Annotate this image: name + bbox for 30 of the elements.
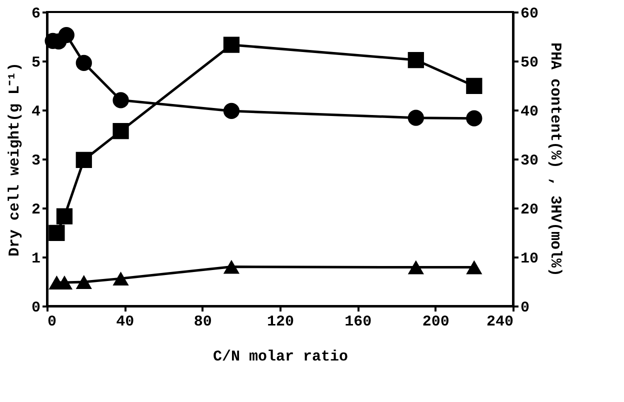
x-tick-label: 160 xyxy=(344,314,372,330)
x-tick-label: 120 xyxy=(266,314,294,330)
y2-tick-label: 20 xyxy=(520,202,539,218)
point xyxy=(112,92,129,108)
x-tick-label: 240 xyxy=(486,314,514,330)
y-tick-label: 2 xyxy=(31,202,40,218)
y-tick-label: 0 xyxy=(31,300,40,316)
y2-tick-label: 60 xyxy=(520,6,539,22)
x-axis-title: C/N molar ratio xyxy=(212,348,348,366)
y-axis-title: Dry cell weight(g L⁻¹) xyxy=(6,62,24,257)
x-tick-label: 40 xyxy=(116,314,134,330)
y-tick-label: 5 xyxy=(31,54,40,72)
x-tick-label: 80 xyxy=(194,314,212,330)
y2-tick-label: 10 xyxy=(520,250,539,268)
y-tick-label: 6 xyxy=(31,6,40,22)
point xyxy=(58,26,74,44)
y2-tick-label: 30 xyxy=(520,152,539,170)
y2-axis-title: PHA content(%) , 3HV(mol%) xyxy=(546,42,564,277)
x-tick-label: 200 xyxy=(422,314,450,330)
point xyxy=(76,54,92,72)
y2-tick-label: 50 xyxy=(520,54,539,72)
x-tick-label: 0 xyxy=(48,314,57,330)
y2-tick-label: 40 xyxy=(520,104,539,120)
y-tick-label: 4 xyxy=(31,104,40,120)
point xyxy=(408,110,424,126)
y-tick-label: 3 xyxy=(31,152,40,170)
y-tick-label: 1 xyxy=(31,250,40,268)
point xyxy=(223,102,240,120)
y2-tick-label: 0 xyxy=(520,300,530,316)
point xyxy=(466,110,482,126)
